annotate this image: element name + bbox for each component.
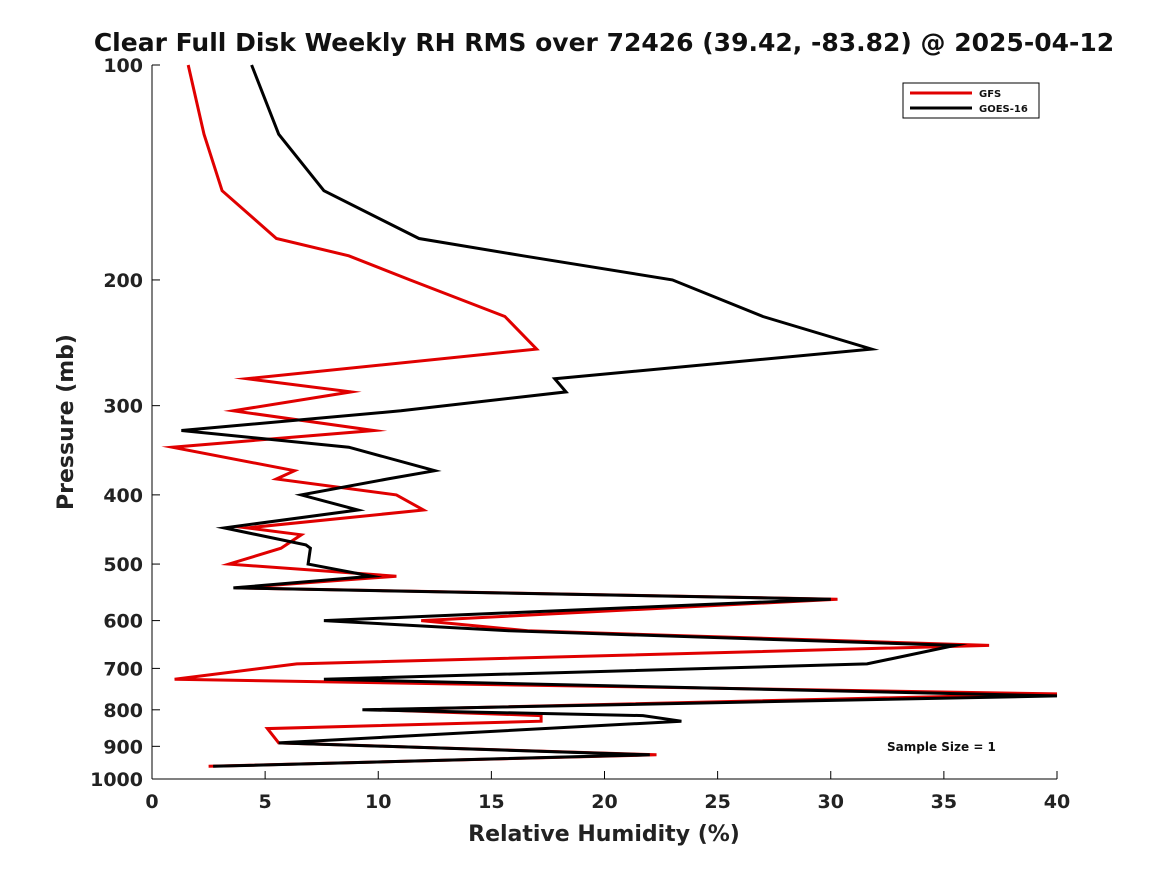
y-tick-label: 1000 — [90, 769, 143, 791]
legend-label-gfs: GFS — [979, 89, 1001, 100]
y-tick-label: 900 — [103, 736, 143, 758]
x-tick-label: 20 — [591, 791, 617, 813]
x-tick-label: 0 — [145, 791, 158, 813]
series-line-goes16 — [181, 64, 1058, 768]
x-tick-label: 5 — [259, 791, 272, 813]
y-axis-ticks: 100 200 300 400 500 600 700 800 900 1000 — [90, 55, 160, 791]
y-tick-label: 300 — [103, 396, 143, 418]
x-tick-label: 15 — [478, 791, 504, 813]
y-tick-label: 100 — [103, 55, 143, 77]
x-axis-label: Relative Humidity (%) — [468, 822, 740, 847]
x-tick-label: 10 — [365, 791, 391, 813]
chart-title: Clear Full Disk Weekly RH RMS over 72426… — [94, 28, 1114, 57]
legend-label-goes16: GOES-16 — [979, 104, 1028, 115]
legend: GFS GOES-16 — [902, 82, 1040, 119]
sample-size-annotation: Sample Size = 1 — [887, 740, 996, 754]
legend-box — [902, 82, 1040, 119]
x-axis-ticks: 0 5 10 15 20 25 30 35 40 — [145, 771, 1070, 813]
y-tick-label: 800 — [103, 700, 143, 722]
x-tick-label: 30 — [818, 791, 844, 813]
series-line-gfs — [161, 64, 1058, 768]
y-axis-label: Pressure (mb) — [54, 334, 79, 510]
x-tick-label: 40 — [1044, 791, 1070, 813]
y-tick-label: 400 — [103, 485, 143, 507]
y-tick-label: 700 — [103, 658, 143, 680]
x-tick-label: 35 — [931, 791, 957, 813]
x-tick-label: 25 — [704, 791, 730, 813]
y-tick-label: 200 — [103, 270, 143, 292]
y-tick-label: 600 — [103, 611, 143, 633]
series-lines — [161, 64, 1058, 768]
y-tick-label: 500 — [103, 554, 143, 576]
